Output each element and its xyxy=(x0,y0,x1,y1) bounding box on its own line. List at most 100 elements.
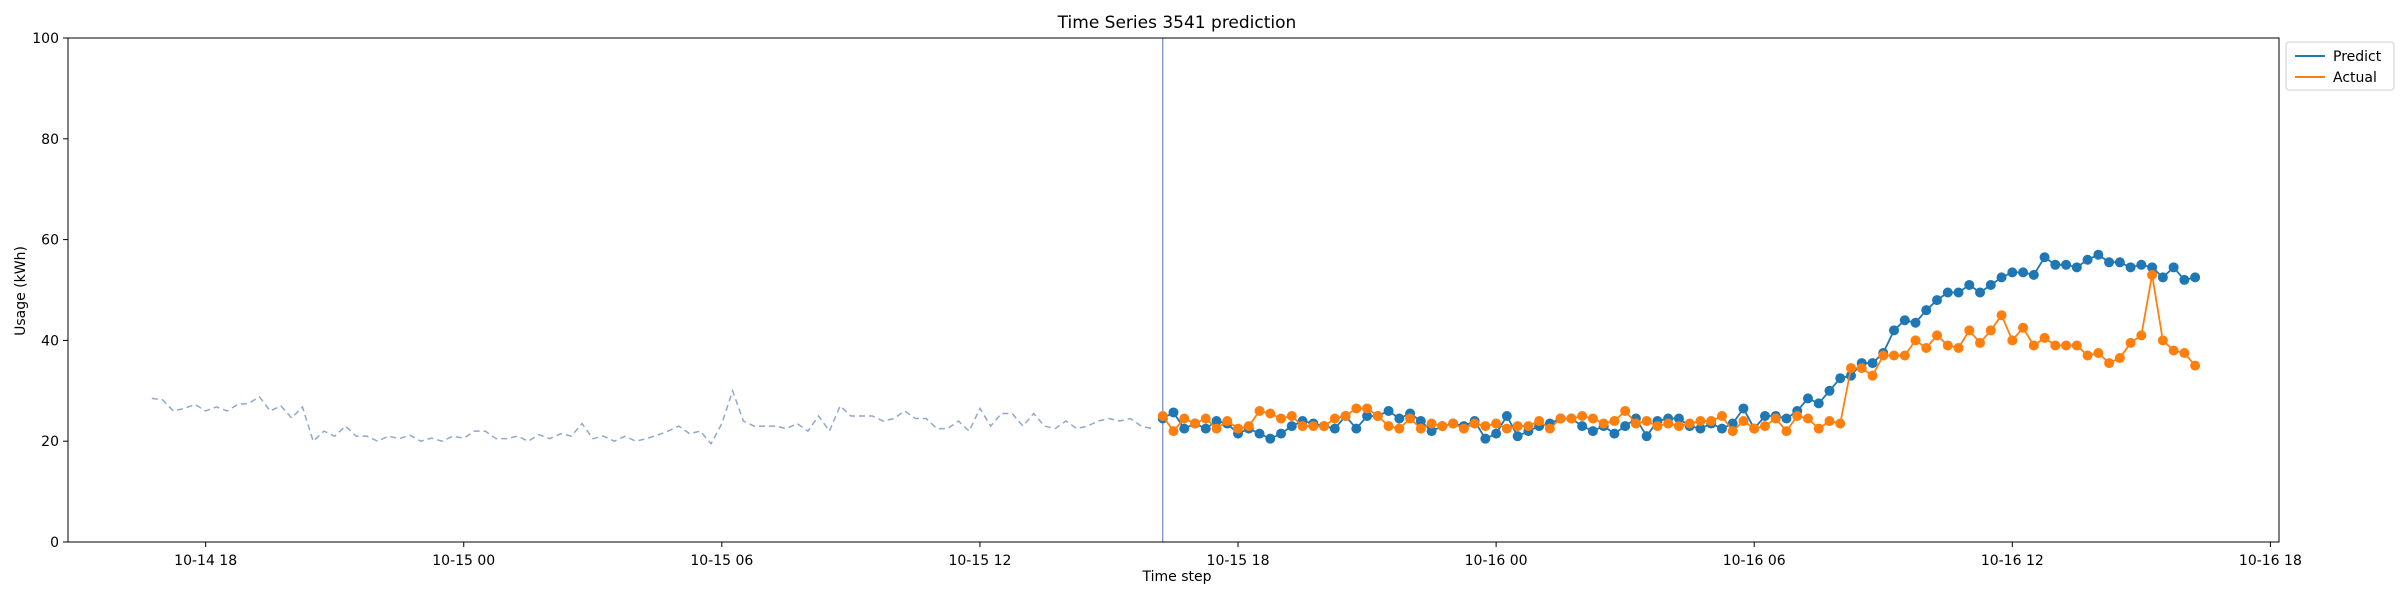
data-point-predict xyxy=(1383,405,1394,416)
data-point-predict xyxy=(2157,272,2168,283)
data-point-actual xyxy=(1157,411,1168,421)
data-point-predict xyxy=(1480,433,1491,444)
data-point-predict xyxy=(1738,403,1749,414)
data-point-actual xyxy=(1985,325,1996,336)
data-point-actual xyxy=(1362,403,1373,414)
data-point-actual xyxy=(1663,418,1674,429)
data-point-predict xyxy=(2018,267,2029,278)
data-point-predict xyxy=(1286,421,1297,432)
data-point-actual xyxy=(1899,350,1910,361)
data-point-predict xyxy=(1577,421,1588,432)
data-point-predict xyxy=(1609,428,1620,439)
data-point-actual xyxy=(1738,416,1749,427)
data-point-actual xyxy=(1910,335,1921,346)
legend-label-actual: Actual xyxy=(2333,70,2377,86)
data-point-predict xyxy=(1942,287,1953,298)
data-point-actual xyxy=(1491,418,1502,429)
data-point-predict xyxy=(2136,259,2147,270)
y-tick-label: 20 xyxy=(41,434,59,450)
data-point-actual xyxy=(1544,423,1555,434)
data-point-predict xyxy=(1168,407,1179,418)
data-point-predict xyxy=(1254,428,1265,439)
data-point-actual xyxy=(2028,340,2039,351)
data-point-predict xyxy=(1695,423,1706,434)
data-point-predict xyxy=(1921,305,1932,316)
data-point-actual xyxy=(1889,350,1900,361)
data-point-predict xyxy=(1620,421,1631,432)
data-point-actual xyxy=(1835,418,1846,429)
data-point-predict xyxy=(2179,274,2190,285)
data-point-actual xyxy=(2168,345,2179,356)
history-series xyxy=(151,388,1153,446)
data-point-actual xyxy=(2147,269,2158,280)
y-tick-label: 60 xyxy=(41,233,59,249)
data-point-actual xyxy=(1716,411,1727,421)
data-point-actual xyxy=(1813,423,1824,434)
x-tick-label: 10-16 18 xyxy=(2239,553,2302,569)
data-point-actual xyxy=(2018,322,2029,333)
data-point-actual xyxy=(1233,423,1244,434)
data-point-actual xyxy=(1609,416,1620,427)
data-point-actual xyxy=(1534,416,1545,427)
data-point-actual xyxy=(1727,426,1738,437)
data-point-actual xyxy=(1437,421,1448,432)
x-tick-label: 10-15 00 xyxy=(432,553,495,569)
data-point-predict xyxy=(1932,295,1943,306)
data-point-predict xyxy=(1781,413,1792,424)
data-point-predict xyxy=(1985,279,1996,290)
data-point-actual xyxy=(2157,335,2168,346)
series-layer xyxy=(1157,249,2201,444)
data-point-actual xyxy=(1878,350,1889,361)
data-point-actual xyxy=(1641,416,1652,427)
data-point-predict xyxy=(1996,272,2007,283)
data-point-predict xyxy=(1716,423,1727,434)
data-point-predict xyxy=(1415,416,1426,427)
data-point-actual xyxy=(2125,337,2136,348)
data-point-actual xyxy=(1458,423,1469,434)
data-point-actual xyxy=(1953,342,1964,353)
x-tick-label: 10-15 18 xyxy=(1207,553,1270,569)
x-tick-label: 10-14 18 xyxy=(174,553,237,569)
x-tick-label: 10-16 12 xyxy=(1981,553,2044,569)
data-point-actual xyxy=(1297,421,1308,432)
data-point-actual xyxy=(2179,348,2190,358)
data-point-actual xyxy=(1480,421,1491,432)
data-point-predict xyxy=(1824,385,1835,396)
data-point-actual xyxy=(1555,413,1566,424)
series-actual xyxy=(1157,269,2201,437)
data-point-actual xyxy=(1630,418,1641,429)
data-point-predict xyxy=(1329,423,1340,434)
data-point-actual xyxy=(2007,335,2018,346)
data-point-actual xyxy=(1372,411,1383,421)
data-point-actual xyxy=(2071,340,2082,351)
data-point-actual xyxy=(1512,421,1523,432)
data-point-actual xyxy=(1652,421,1663,432)
history-line xyxy=(151,388,1153,446)
data-point-actual xyxy=(1932,330,1943,341)
x-tick-label: 10-15 12 xyxy=(948,553,1011,569)
data-point-actual xyxy=(1695,416,1706,427)
data-point-predict xyxy=(1501,411,1512,421)
data-point-predict xyxy=(2093,249,2104,260)
data-point-predict xyxy=(1910,317,1921,328)
data-point-actual xyxy=(1394,423,1405,434)
data-point-actual xyxy=(1405,413,1416,424)
data-point-actual xyxy=(1770,413,1781,424)
data-point-predict xyxy=(2168,262,2179,273)
y-tick-label: 100 xyxy=(32,31,59,47)
data-point-actual xyxy=(1190,418,1201,429)
data-point-predict xyxy=(1759,411,1770,421)
data-point-actual xyxy=(1749,423,1760,434)
data-point-actual xyxy=(2093,348,2104,358)
data-point-actual xyxy=(1254,405,1265,416)
data-point-predict xyxy=(1179,423,1190,434)
data-point-predict xyxy=(2104,257,2115,268)
data-point-predict xyxy=(1362,411,1373,421)
data-point-actual xyxy=(1351,403,1362,414)
data-point-actual xyxy=(1684,418,1695,429)
x-tick-label: 10-16 00 xyxy=(1465,553,1528,569)
data-point-actual xyxy=(1598,418,1609,429)
data-point-actual xyxy=(2050,340,2061,351)
data-point-predict xyxy=(1265,433,1276,444)
